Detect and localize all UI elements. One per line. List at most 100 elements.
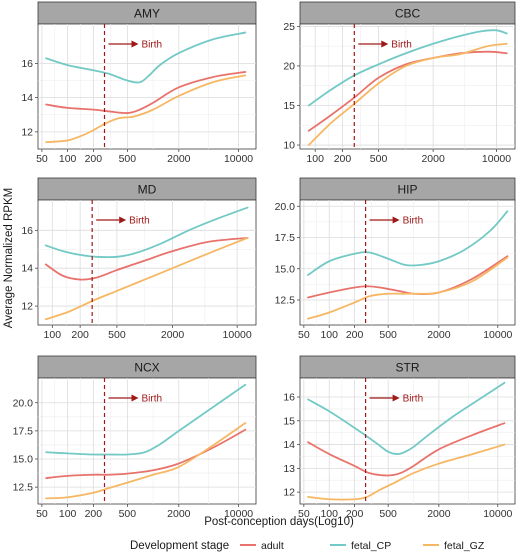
- x-tick-label: 200: [346, 508, 364, 520]
- x-tick-label: 100: [44, 329, 62, 341]
- series-line-fetal-cp: [45, 383, 247, 456]
- legend-item-fetal-gz: fetal_GZ: [423, 540, 485, 552]
- gridlines-str: [300, 378, 515, 504]
- legend-item-fetal-cp: fetal_CP: [330, 540, 391, 552]
- series-line-fetal-cp: [44, 206, 249, 259]
- legend-title: Development stage: [130, 540, 229, 552]
- plot-area-md: [37, 199, 257, 326]
- x-tick-label: 10000: [223, 329, 252, 341]
- x-tick-label: 200: [85, 153, 103, 165]
- series-line-adult: [307, 422, 506, 477]
- x-tick-label: 10000: [224, 508, 253, 520]
- birth-label: Birth: [403, 216, 424, 227]
- x-tick-label: 100: [59, 153, 77, 165]
- x-tick-label: 2000: [161, 329, 185, 341]
- y-tick-label: 12: [21, 301, 33, 313]
- series-line-fetal-cp: [307, 381, 506, 455]
- series-line-adult: [307, 50, 508, 132]
- y-axis-title: Average Normalized RPKM: [3, 188, 15, 328]
- plot-area-amy: [37, 23, 257, 150]
- birth-label: Birth: [129, 216, 150, 227]
- facet-panels: AMY 50 100 200 500 2000 10000 12 14 16 Birth CBC 100…: [13, 1, 516, 520]
- series-line-adult: [44, 236, 249, 281]
- y-tick-label: 16: [21, 58, 33, 70]
- x-tick-label: 50: [298, 329, 310, 341]
- y-tick-label: 16: [21, 225, 33, 237]
- legend-item-adult: adult: [240, 540, 284, 552]
- birth-arrow-head: [131, 394, 139, 402]
- gridlines-md: [38, 200, 256, 325]
- x-tick-label: 2000: [427, 329, 451, 341]
- x-tick-label: 10000: [483, 508, 512, 520]
- x-tick-label: 10000: [483, 329, 512, 341]
- x-tick-label: 200: [71, 329, 89, 341]
- y-tick-label: 15.0: [13, 454, 34, 466]
- x-tick-label: 500: [119, 508, 137, 520]
- y-tick-label: 10: [283, 140, 295, 152]
- y-tick-label: 25: [283, 21, 295, 33]
- series-line-fetal-cp: [45, 31, 247, 84]
- birth-marker-amy: Birth: [103, 24, 163, 149]
- birth-arrow-head: [131, 40, 139, 48]
- y-tick-label: 13: [283, 463, 295, 475]
- x-tick-label: 500: [108, 329, 126, 341]
- panel-cbc: CBC 100 200 500 2000 10000 10 15 20 25 Birth: [283, 1, 516, 165]
- x-tick-label: 2000: [427, 508, 451, 520]
- panel-str: STR 50 100 200 500 2000 10000 12 13 14 15 16 Birth: [283, 355, 516, 520]
- series-line-fetal-cp: [307, 29, 508, 107]
- y-tick-label: 12.5: [13, 482, 34, 494]
- x-tick-label: 200: [334, 153, 352, 165]
- birth-arrow-head: [381, 40, 389, 48]
- series-group-cbc: [307, 29, 508, 146]
- x-tick-label: 50: [36, 508, 48, 520]
- series-line-fetal-gz: [45, 422, 247, 500]
- x-tick-label: 2000: [167, 508, 191, 520]
- series-line-fetal-cp: [307, 210, 509, 276]
- y-tick-label: 15: [283, 415, 295, 427]
- x-tick-label: 500: [370, 153, 388, 165]
- series-group-amy: [45, 31, 247, 144]
- birth-arrow-head: [392, 216, 400, 224]
- y-tick-label: 15.0: [275, 263, 296, 275]
- strip-title-ncx: NCX: [134, 361, 159, 375]
- series-line-fetal-gz: [307, 42, 508, 146]
- x-tick-label: 50: [298, 508, 310, 520]
- x-tick-label: 100: [320, 508, 338, 520]
- strip-title-hip: HIP: [397, 183, 417, 197]
- birth-arrow-head: [119, 216, 127, 224]
- x-tick-label: 200: [346, 329, 364, 341]
- plot-area-hip: [299, 199, 516, 326]
- y-tick-label: 14: [21, 92, 33, 104]
- series-line-adult: [45, 71, 247, 114]
- x-tick-label: 100: [306, 153, 324, 165]
- series-line-fetal-gz: [44, 236, 249, 321]
- y-tick-label: 20.0: [13, 397, 34, 409]
- y-tick-label: 17.5: [13, 425, 34, 437]
- gridlines-amy: [38, 24, 256, 149]
- birth-label: Birth: [391, 40, 412, 51]
- birth-marker-cbc: Birth: [353, 24, 412, 149]
- series-line-adult: [307, 255, 509, 299]
- x-tick-label: 100: [59, 508, 77, 520]
- panel-hip: HIP 50 100 200 500 2000 10000 12.5 15.0 17.5 20.0 B…: [275, 177, 516, 341]
- x-tick-label: 2000: [167, 153, 191, 165]
- panel-amy: AMY 50 100 200 500 2000 10000 12 14 16 Birth: [21, 1, 257, 165]
- series-group-str: [307, 381, 506, 501]
- series-line-fetal-gz: [307, 256, 509, 320]
- birth-marker-str: Birth: [364, 378, 423, 504]
- strip-title-cbc: CBC: [395, 7, 421, 21]
- x-tick-label: 2000: [421, 153, 445, 165]
- y-tick-label: 17.5: [275, 232, 296, 244]
- x-tick-label: 500: [119, 153, 137, 165]
- x-tick-label: 10000: [482, 153, 511, 165]
- legend-label: adult: [261, 540, 284, 552]
- x-tick-label: 100: [320, 329, 338, 341]
- y-tick-label: 12: [21, 126, 33, 138]
- y-tick-label: 14: [283, 439, 295, 451]
- panel-ncx: NCX 50 100 200 500 2000 10000 12.5 15.0 17.5 20.0 B…: [13, 355, 257, 520]
- series-line-fetal-gz: [307, 443, 506, 501]
- birth-label: Birth: [142, 394, 163, 405]
- strip-title-md: MD: [138, 183, 157, 197]
- birth-label: Birth: [142, 40, 163, 51]
